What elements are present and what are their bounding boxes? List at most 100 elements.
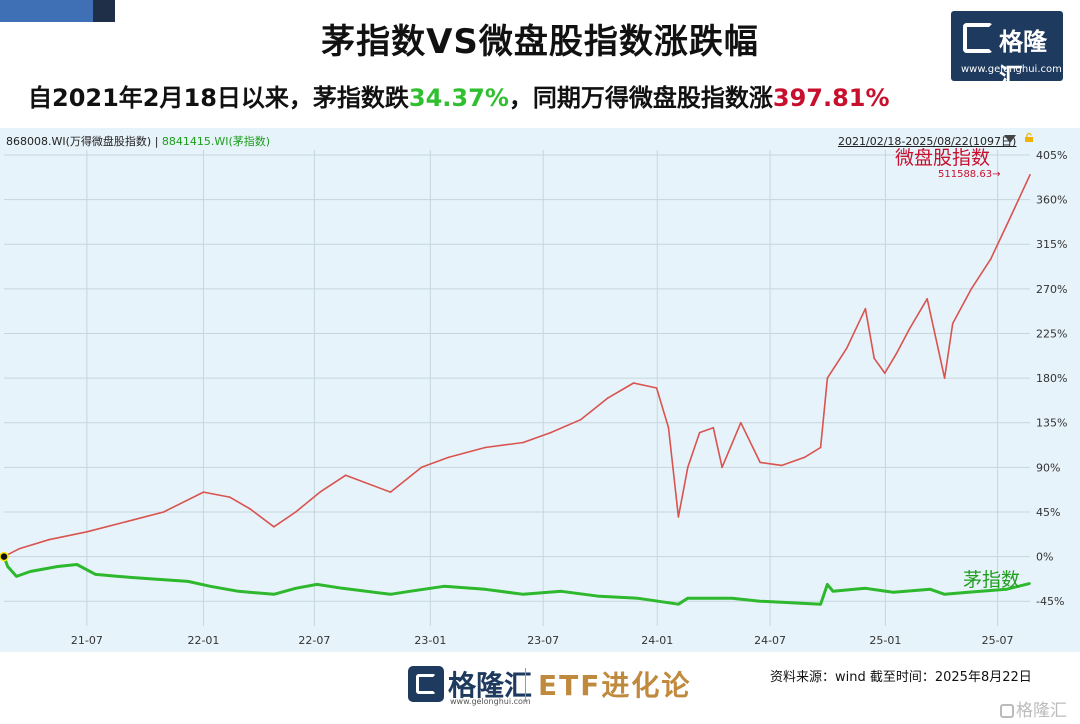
data-point (636, 597, 639, 600)
start-marker (0, 551, 9, 562)
data-point (420, 466, 423, 469)
subtitle-prefix: 自2021年2月18日以来，茅指数跌 (28, 84, 409, 112)
chart-subtitle: 自2021年2月18日以来，茅指数跌34.37%，同期万得微盘股指数涨397.8… (28, 78, 890, 113)
data-point (929, 588, 932, 591)
data-point (117, 575, 119, 578)
data-point (864, 587, 867, 590)
data-point (56, 565, 59, 568)
data-point (6, 565, 9, 568)
y-tick-label: 270% (1036, 283, 1067, 296)
data-point (864, 307, 867, 310)
footer-logo-icon (408, 666, 444, 702)
data-point (408, 590, 411, 593)
footer (0, 652, 1080, 724)
x-tick-label: 25-07 (982, 634, 1014, 647)
data-point (143, 577, 146, 580)
data-point (943, 593, 946, 596)
data-point (951, 322, 954, 325)
data-point (389, 491, 392, 493)
data-point (803, 456, 806, 459)
corner-tab (0, 0, 115, 22)
watermark-text: 格隆汇 (1016, 701, 1067, 721)
data-point (48, 538, 50, 541)
data-point (781, 464, 783, 467)
data-point (316, 583, 318, 586)
data-point (759, 461, 761, 464)
y-tick-label: 405% (1036, 149, 1067, 162)
line-chart: 405% 360% 315% 270% 225% 180% 135% 90% 45% 0% -45%… (0, 147, 1067, 647)
triangle-down-icon[interactable] (1004, 135, 1016, 143)
data-point (15, 575, 18, 578)
data-point (883, 372, 886, 374)
data-point (29, 570, 32, 573)
data-point (759, 600, 761, 603)
data-point (607, 397, 609, 399)
data-point (967, 591, 970, 594)
data-point (819, 446, 822, 449)
data-point (826, 377, 829, 379)
logo-g-icon (963, 23, 993, 53)
last-value-label-micro: 511588.63→ (938, 169, 1000, 180)
lock-icon[interactable] (1024, 133, 1034, 142)
data-point (943, 377, 946, 379)
data-point (721, 466, 723, 469)
legend-series-micro[interactable]: 868008.WI(万得微盘股指数) (6, 135, 152, 148)
data-point (970, 288, 973, 290)
data-point (86, 530, 88, 533)
data-point (845, 347, 848, 350)
series-line-micro (3, 174, 1031, 558)
x-tick-label: 23-07 (527, 634, 559, 647)
data-point (319, 491, 321, 493)
legend-series-mao[interactable]: 8841415.WI(茅指数) (161, 135, 271, 148)
data-point (832, 590, 834, 593)
data-point (1005, 588, 1008, 591)
x-tick-label: 23-01 (414, 634, 446, 647)
date-range-label[interactable]: 2021/02/18-2025/08/22(1097日) (838, 135, 1017, 148)
data-point (1008, 218, 1011, 221)
data-point (447, 456, 450, 459)
corner-tab-dark (93, 0, 115, 22)
data-point (18, 547, 21, 550)
footer-source: 资料来源：wind 截至时间：2025年8月22日 (770, 670, 1032, 685)
y-tick-label: 45% (1036, 506, 1060, 519)
data-point (579, 418, 582, 421)
data-point (655, 387, 658, 389)
y-tick-label: 225% (1036, 327, 1067, 340)
data-point (686, 597, 689, 600)
data-point (712, 426, 715, 429)
watermark-logo-icon (1000, 704, 1014, 718)
data-point (162, 511, 165, 513)
annotation-mao: 茅指数 (963, 569, 1020, 591)
y-tick-label: 180% (1036, 372, 1067, 385)
data-point (908, 327, 911, 330)
data-point (739, 421, 742, 424)
data-point (549, 431, 552, 434)
logo-name: 格隆汇 (999, 28, 1047, 91)
series-line-mao (2, 556, 1031, 606)
data-point (522, 441, 525, 444)
y-tick-label: 90% (1036, 461, 1060, 474)
footer-separator (525, 668, 526, 702)
logo-url: www.gelonghui.com (961, 64, 1062, 75)
footer-logo-name: 格隆汇 (448, 669, 533, 702)
data-point (677, 603, 680, 606)
y-tick-label: 315% (1036, 238, 1067, 251)
data-point (826, 583, 829, 586)
data-point (273, 526, 275, 528)
data-point (989, 258, 992, 260)
data-point (667, 426, 670, 429)
data-point (237, 590, 240, 593)
data-point (294, 511, 297, 513)
data-point (632, 382, 635, 384)
data-point (94, 573, 97, 576)
x-tick-label: 22-01 (187, 634, 219, 647)
data-point (443, 585, 445, 588)
data-point (484, 588, 487, 591)
data-point (819, 603, 822, 606)
data-point (389, 593, 392, 596)
data-point (522, 593, 525, 596)
subtitle-micro-change: 397.81% (772, 84, 890, 112)
x-tick-label: 21-07 (71, 634, 103, 647)
data-point (731, 597, 733, 600)
series-legend: 868008.WI(万得微盘股指数) | 8841415.WI(茅指数) (6, 133, 270, 149)
